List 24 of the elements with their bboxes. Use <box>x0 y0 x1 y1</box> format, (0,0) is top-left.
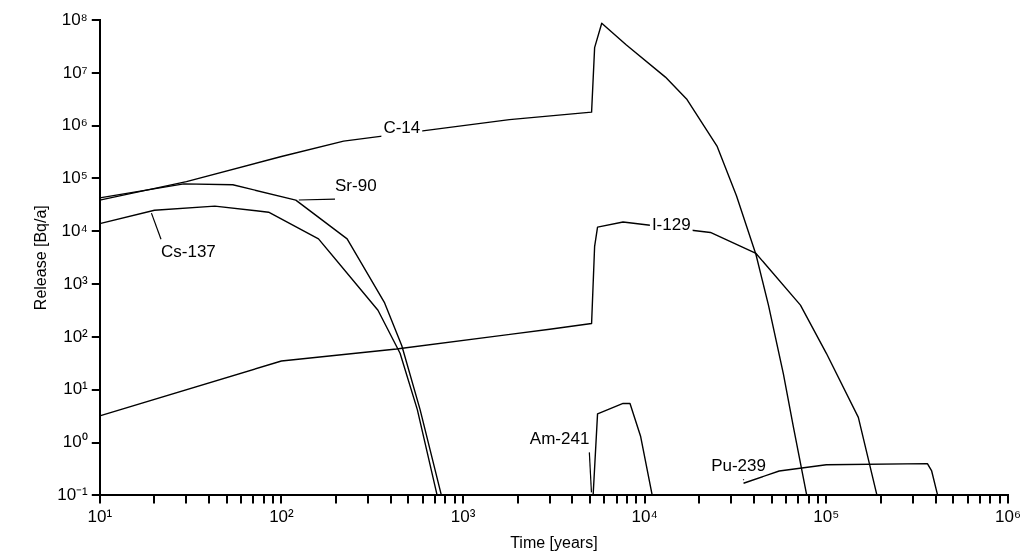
y-axis-title: Release [Bq/a] <box>32 205 50 311</box>
y-tick-label: 10⁴ <box>61 220 88 240</box>
x-tick-label: 10¹ <box>87 507 113 527</box>
x-tick-label: 10⁵ <box>813 507 840 527</box>
y-tick-label: 10⁸ <box>61 9 88 29</box>
y-tick-label: 10³ <box>63 273 89 293</box>
annotation: C-14 <box>383 118 421 138</box>
x-tick-label: 10³ <box>450 507 476 527</box>
y-tick-label: 10¹ <box>63 379 89 399</box>
x-tick-label: 10⁴ <box>631 507 658 527</box>
y-tick-label: 10² <box>63 326 89 346</box>
annotation: I-129 <box>651 214 691 234</box>
annotation: Sr-90 <box>335 175 377 195</box>
x-tick-label: 10² <box>269 507 295 527</box>
x-tick-label: 10⁶ <box>995 507 1021 527</box>
x-axis-title: Time [years] <box>510 533 598 551</box>
y-tick-label: 10⁷ <box>62 62 88 82</box>
annotation: Am-241 <box>529 429 590 449</box>
y-tick-label: 10⁻¹ <box>57 485 89 505</box>
annotation: Pu-239 <box>711 455 766 475</box>
y-tick-label: 10⁵ <box>61 168 88 188</box>
y-tick-label: 10⁰ <box>62 432 88 452</box>
annotation: Cs-137 <box>161 241 216 261</box>
y-tick-label: 10⁶ <box>61 115 88 135</box>
